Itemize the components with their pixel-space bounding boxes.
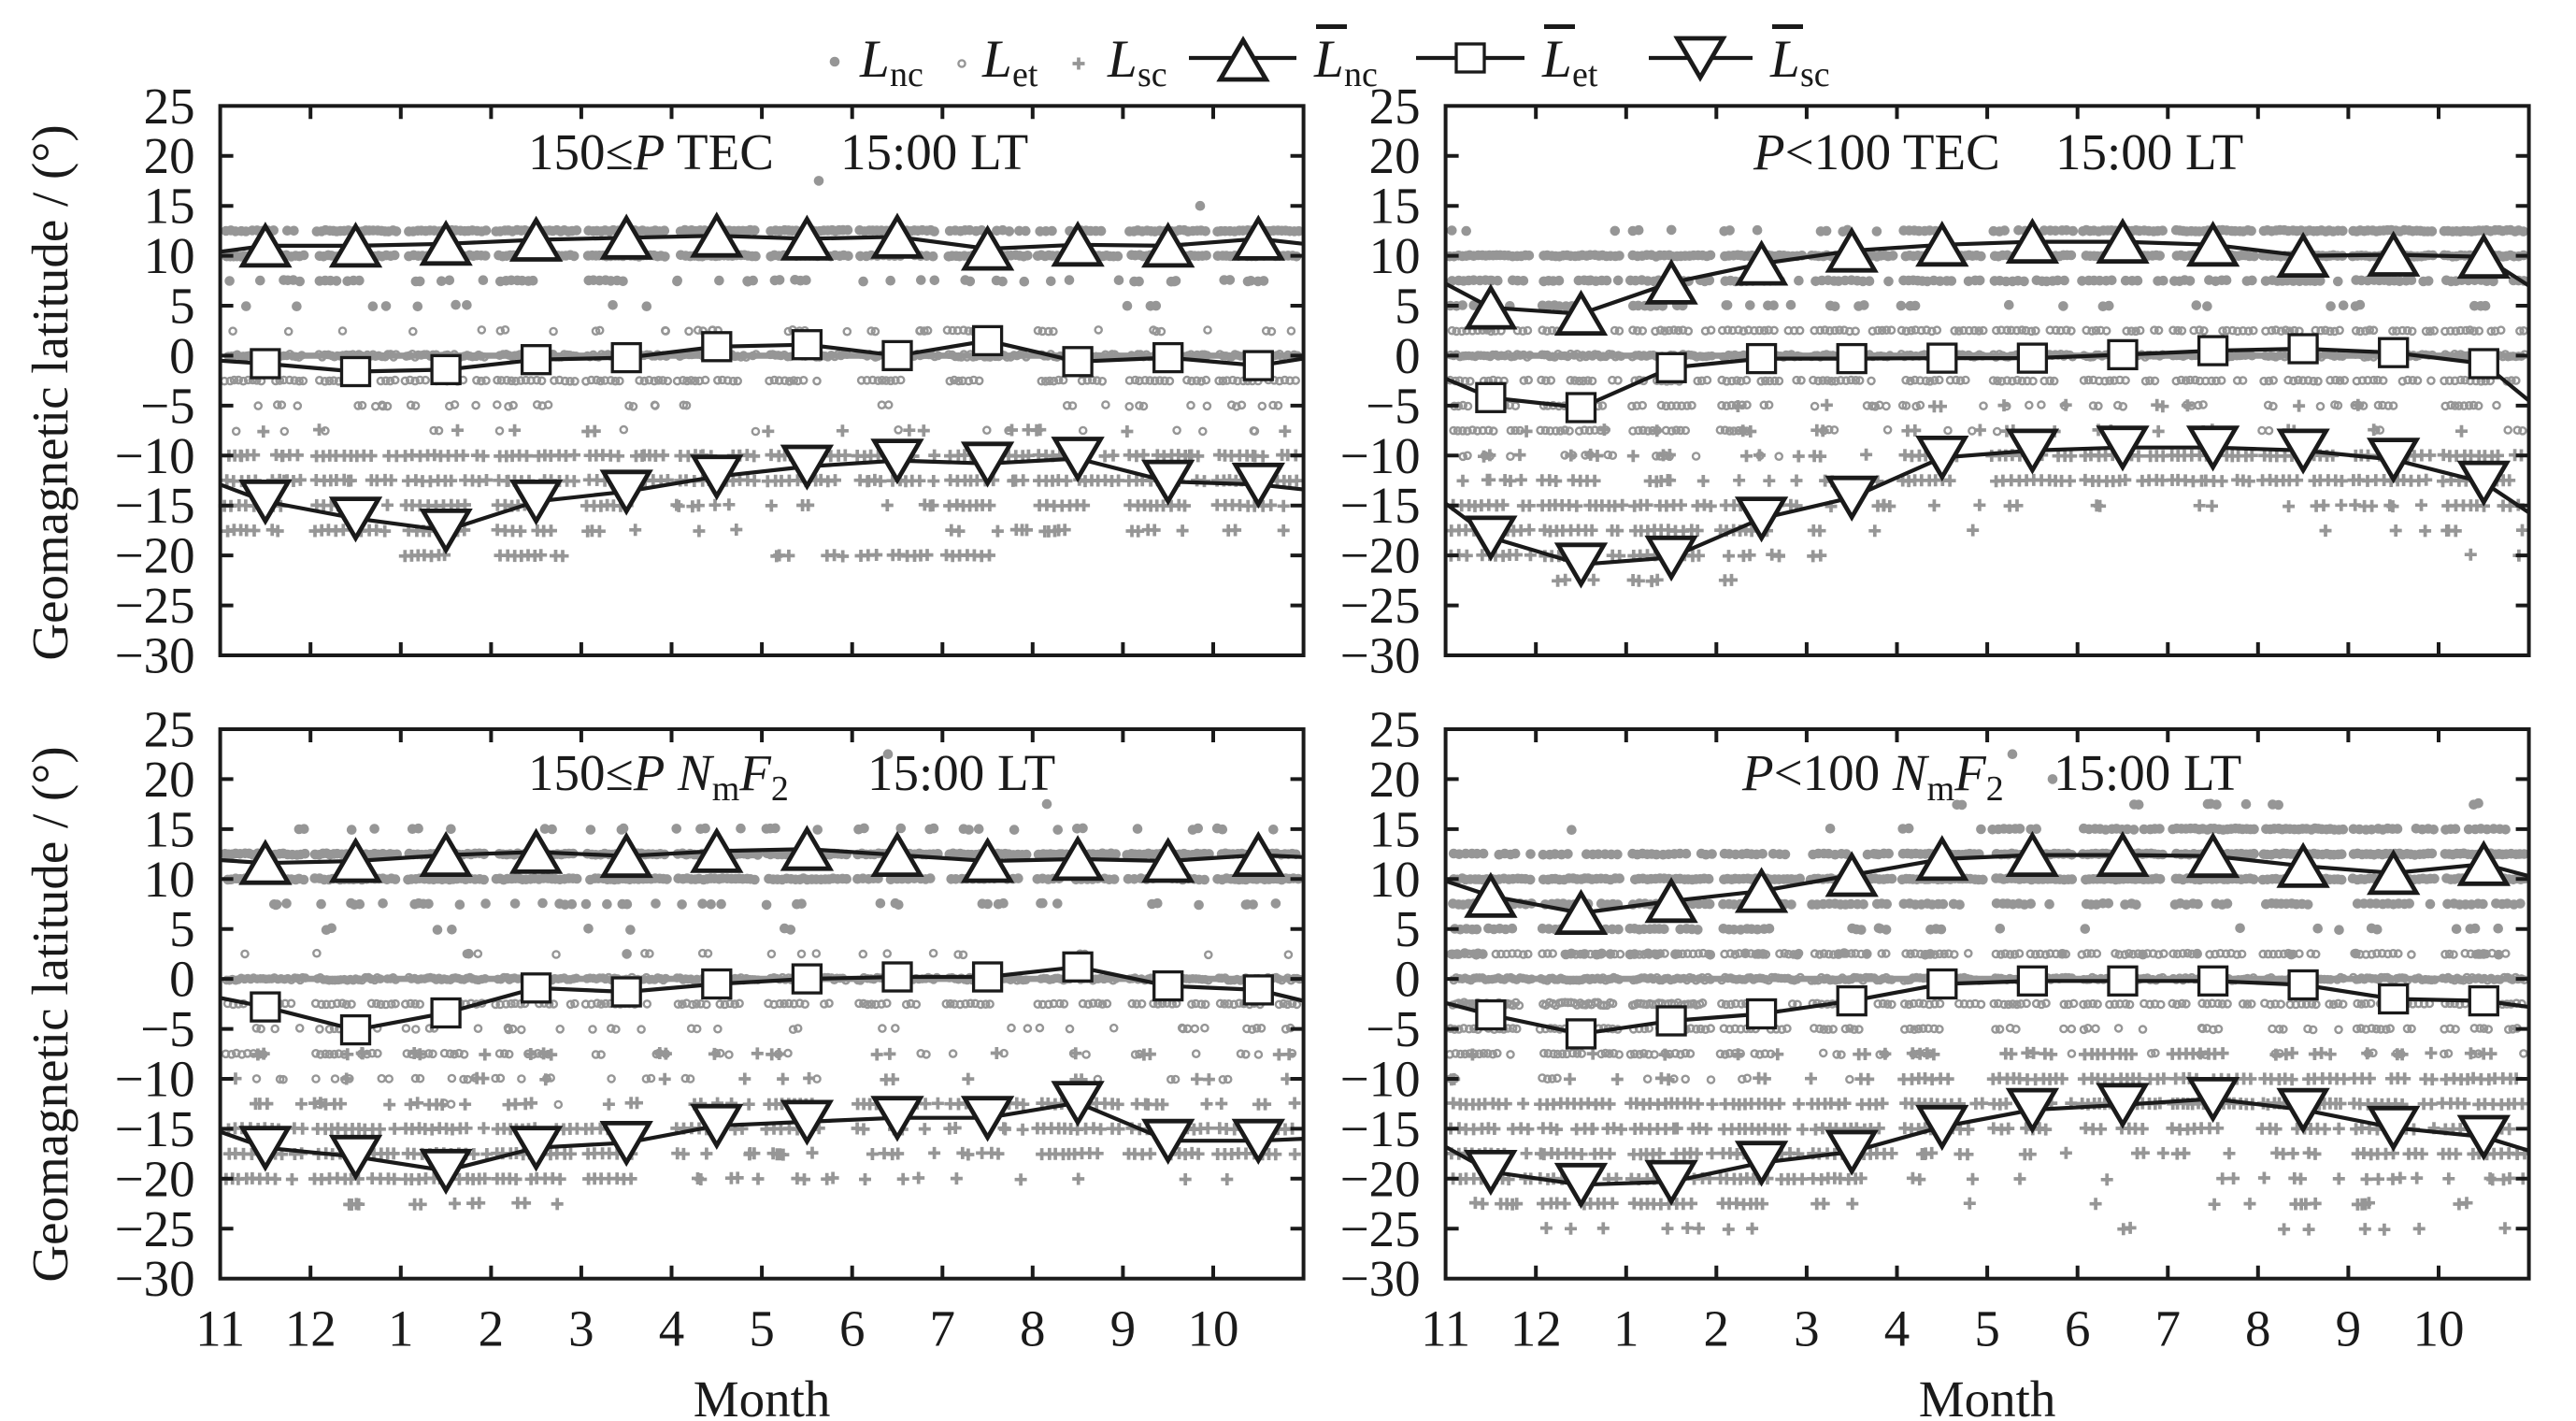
svg-text:Geomagnetic latitude / (°): Geomagnetic latitude / (°) bbox=[21, 124, 79, 660]
svg-text:15:00 LT: 15:00 LT bbox=[2054, 744, 2241, 801]
svg-text:20: 20 bbox=[1369, 127, 1421, 184]
svg-text:15: 15 bbox=[1369, 800, 1421, 857]
svg-text:Geomagnetic latitude / (°): Geomagnetic latitude / (°) bbox=[21, 746, 79, 1282]
svg-text:7: 7 bbox=[930, 1300, 956, 1357]
svg-text:sc: sc bbox=[1800, 55, 1830, 94]
svg-text:10: 10 bbox=[2413, 1300, 2465, 1357]
svg-text:−5: −5 bbox=[140, 377, 195, 434]
svg-text:2: 2 bbox=[1704, 1300, 1730, 1357]
svg-text:et: et bbox=[1572, 55, 1598, 94]
svg-text:5: 5 bbox=[169, 900, 195, 957]
svg-text:10: 10 bbox=[1369, 227, 1421, 284]
svg-text:Month: Month bbox=[1919, 1371, 2056, 1421]
svg-text:0: 0 bbox=[169, 327, 195, 384]
svg-text:−5: −5 bbox=[140, 1000, 195, 1057]
svg-text:25: 25 bbox=[1369, 701, 1421, 758]
svg-text:−15: −15 bbox=[115, 477, 195, 534]
svg-text:10: 10 bbox=[1369, 851, 1421, 908]
svg-text:nc: nc bbox=[890, 55, 923, 94]
svg-text:1: 1 bbox=[1613, 1300, 1639, 1357]
svg-text:−10: −10 bbox=[1340, 1051, 1421, 1108]
svg-text:0: 0 bbox=[169, 951, 195, 1008]
svg-text:5: 5 bbox=[1974, 1300, 2000, 1357]
svg-text:nc: nc bbox=[1344, 55, 1378, 94]
svg-text:−25: −25 bbox=[115, 1200, 195, 1257]
svg-text:−20: −20 bbox=[115, 527, 195, 584]
svg-text:−20: −20 bbox=[1340, 527, 1421, 584]
svg-text:−25: −25 bbox=[115, 577, 195, 634]
svg-text:−5: −5 bbox=[1366, 1000, 1421, 1057]
svg-text:9: 9 bbox=[2336, 1300, 2362, 1357]
svg-text:11: 11 bbox=[195, 1300, 245, 1357]
svg-text:4: 4 bbox=[1884, 1300, 1911, 1357]
svg-text:15:00 LT: 15:00 LT bbox=[867, 744, 1055, 801]
svg-text:15: 15 bbox=[144, 178, 195, 235]
svg-text:15: 15 bbox=[1369, 178, 1421, 235]
svg-text:0: 0 bbox=[1395, 951, 1421, 1008]
svg-text:15:00 LT: 15:00 LT bbox=[840, 123, 1028, 180]
svg-text:5: 5 bbox=[1395, 278, 1421, 335]
svg-text:5: 5 bbox=[1395, 900, 1421, 957]
svg-text:−10: −10 bbox=[115, 427, 195, 484]
svg-text:L: L bbox=[1541, 30, 1572, 89]
svg-text:−30: −30 bbox=[1340, 627, 1421, 684]
svg-text:L: L bbox=[859, 30, 890, 89]
svg-text:8: 8 bbox=[2245, 1300, 2271, 1357]
svg-text:6: 6 bbox=[839, 1300, 866, 1357]
svg-text:L: L bbox=[1313, 30, 1344, 89]
svg-text:12: 12 bbox=[1510, 1300, 1562, 1357]
svg-text:4: 4 bbox=[659, 1300, 685, 1357]
svg-text:−30: −30 bbox=[115, 627, 195, 684]
svg-text:6: 6 bbox=[2065, 1300, 2091, 1357]
svg-text:15: 15 bbox=[144, 800, 195, 857]
svg-text:10: 10 bbox=[1188, 1300, 1239, 1357]
svg-text:−10: −10 bbox=[1340, 427, 1421, 484]
svg-text:3: 3 bbox=[1794, 1300, 1820, 1357]
svg-text:et: et bbox=[1012, 55, 1038, 94]
svg-text:12: 12 bbox=[285, 1300, 336, 1357]
svg-text:15:00 LT: 15:00 LT bbox=[2055, 123, 2243, 180]
svg-text:L: L bbox=[1769, 30, 1800, 89]
svg-text:150≤P TEC: 150≤P TEC bbox=[528, 123, 774, 180]
svg-text:−25: −25 bbox=[1340, 577, 1421, 634]
svg-text:7: 7 bbox=[2155, 1300, 2182, 1357]
svg-text:0: 0 bbox=[1395, 327, 1421, 384]
svg-text:−15: −15 bbox=[115, 1100, 195, 1157]
svg-text:25: 25 bbox=[144, 78, 195, 135]
svg-text:P<100 TEC: P<100 TEC bbox=[1753, 123, 2000, 180]
svg-text:P<100 NmF2: P<100 NmF2 bbox=[1741, 744, 2004, 809]
svg-text:sc: sc bbox=[1138, 55, 1167, 94]
svg-text:Month: Month bbox=[694, 1371, 831, 1421]
svg-text:L: L bbox=[981, 30, 1012, 89]
svg-text:−20: −20 bbox=[1340, 1150, 1421, 1207]
svg-text:2: 2 bbox=[479, 1300, 505, 1357]
svg-text:−15: −15 bbox=[1340, 477, 1421, 534]
svg-text:5: 5 bbox=[749, 1300, 775, 1357]
svg-text:L: L bbox=[1107, 30, 1138, 89]
svg-text:−25: −25 bbox=[1340, 1200, 1421, 1257]
svg-text:−30: −30 bbox=[1340, 1250, 1421, 1307]
svg-text:5: 5 bbox=[169, 278, 195, 335]
svg-text:11: 11 bbox=[1421, 1300, 1470, 1357]
svg-text:20: 20 bbox=[1369, 751, 1421, 808]
svg-text:−20: −20 bbox=[115, 1150, 195, 1207]
svg-text:25: 25 bbox=[144, 701, 195, 758]
svg-text:−30: −30 bbox=[115, 1250, 195, 1307]
svg-text:20: 20 bbox=[144, 751, 195, 808]
svg-text:150≤P NmF2: 150≤P NmF2 bbox=[528, 744, 789, 809]
svg-text:9: 9 bbox=[1110, 1300, 1137, 1357]
svg-text:8: 8 bbox=[1020, 1300, 1046, 1357]
svg-text:1: 1 bbox=[388, 1300, 414, 1357]
svg-text:−15: −15 bbox=[1340, 1100, 1421, 1157]
svg-text:−10: −10 bbox=[115, 1051, 195, 1108]
svg-text:10: 10 bbox=[144, 227, 195, 284]
svg-text:25: 25 bbox=[1369, 78, 1421, 135]
svg-text:3: 3 bbox=[568, 1300, 594, 1357]
svg-text:20: 20 bbox=[144, 127, 195, 184]
svg-text:−5: −5 bbox=[1366, 377, 1421, 434]
svg-text:10: 10 bbox=[144, 851, 195, 908]
